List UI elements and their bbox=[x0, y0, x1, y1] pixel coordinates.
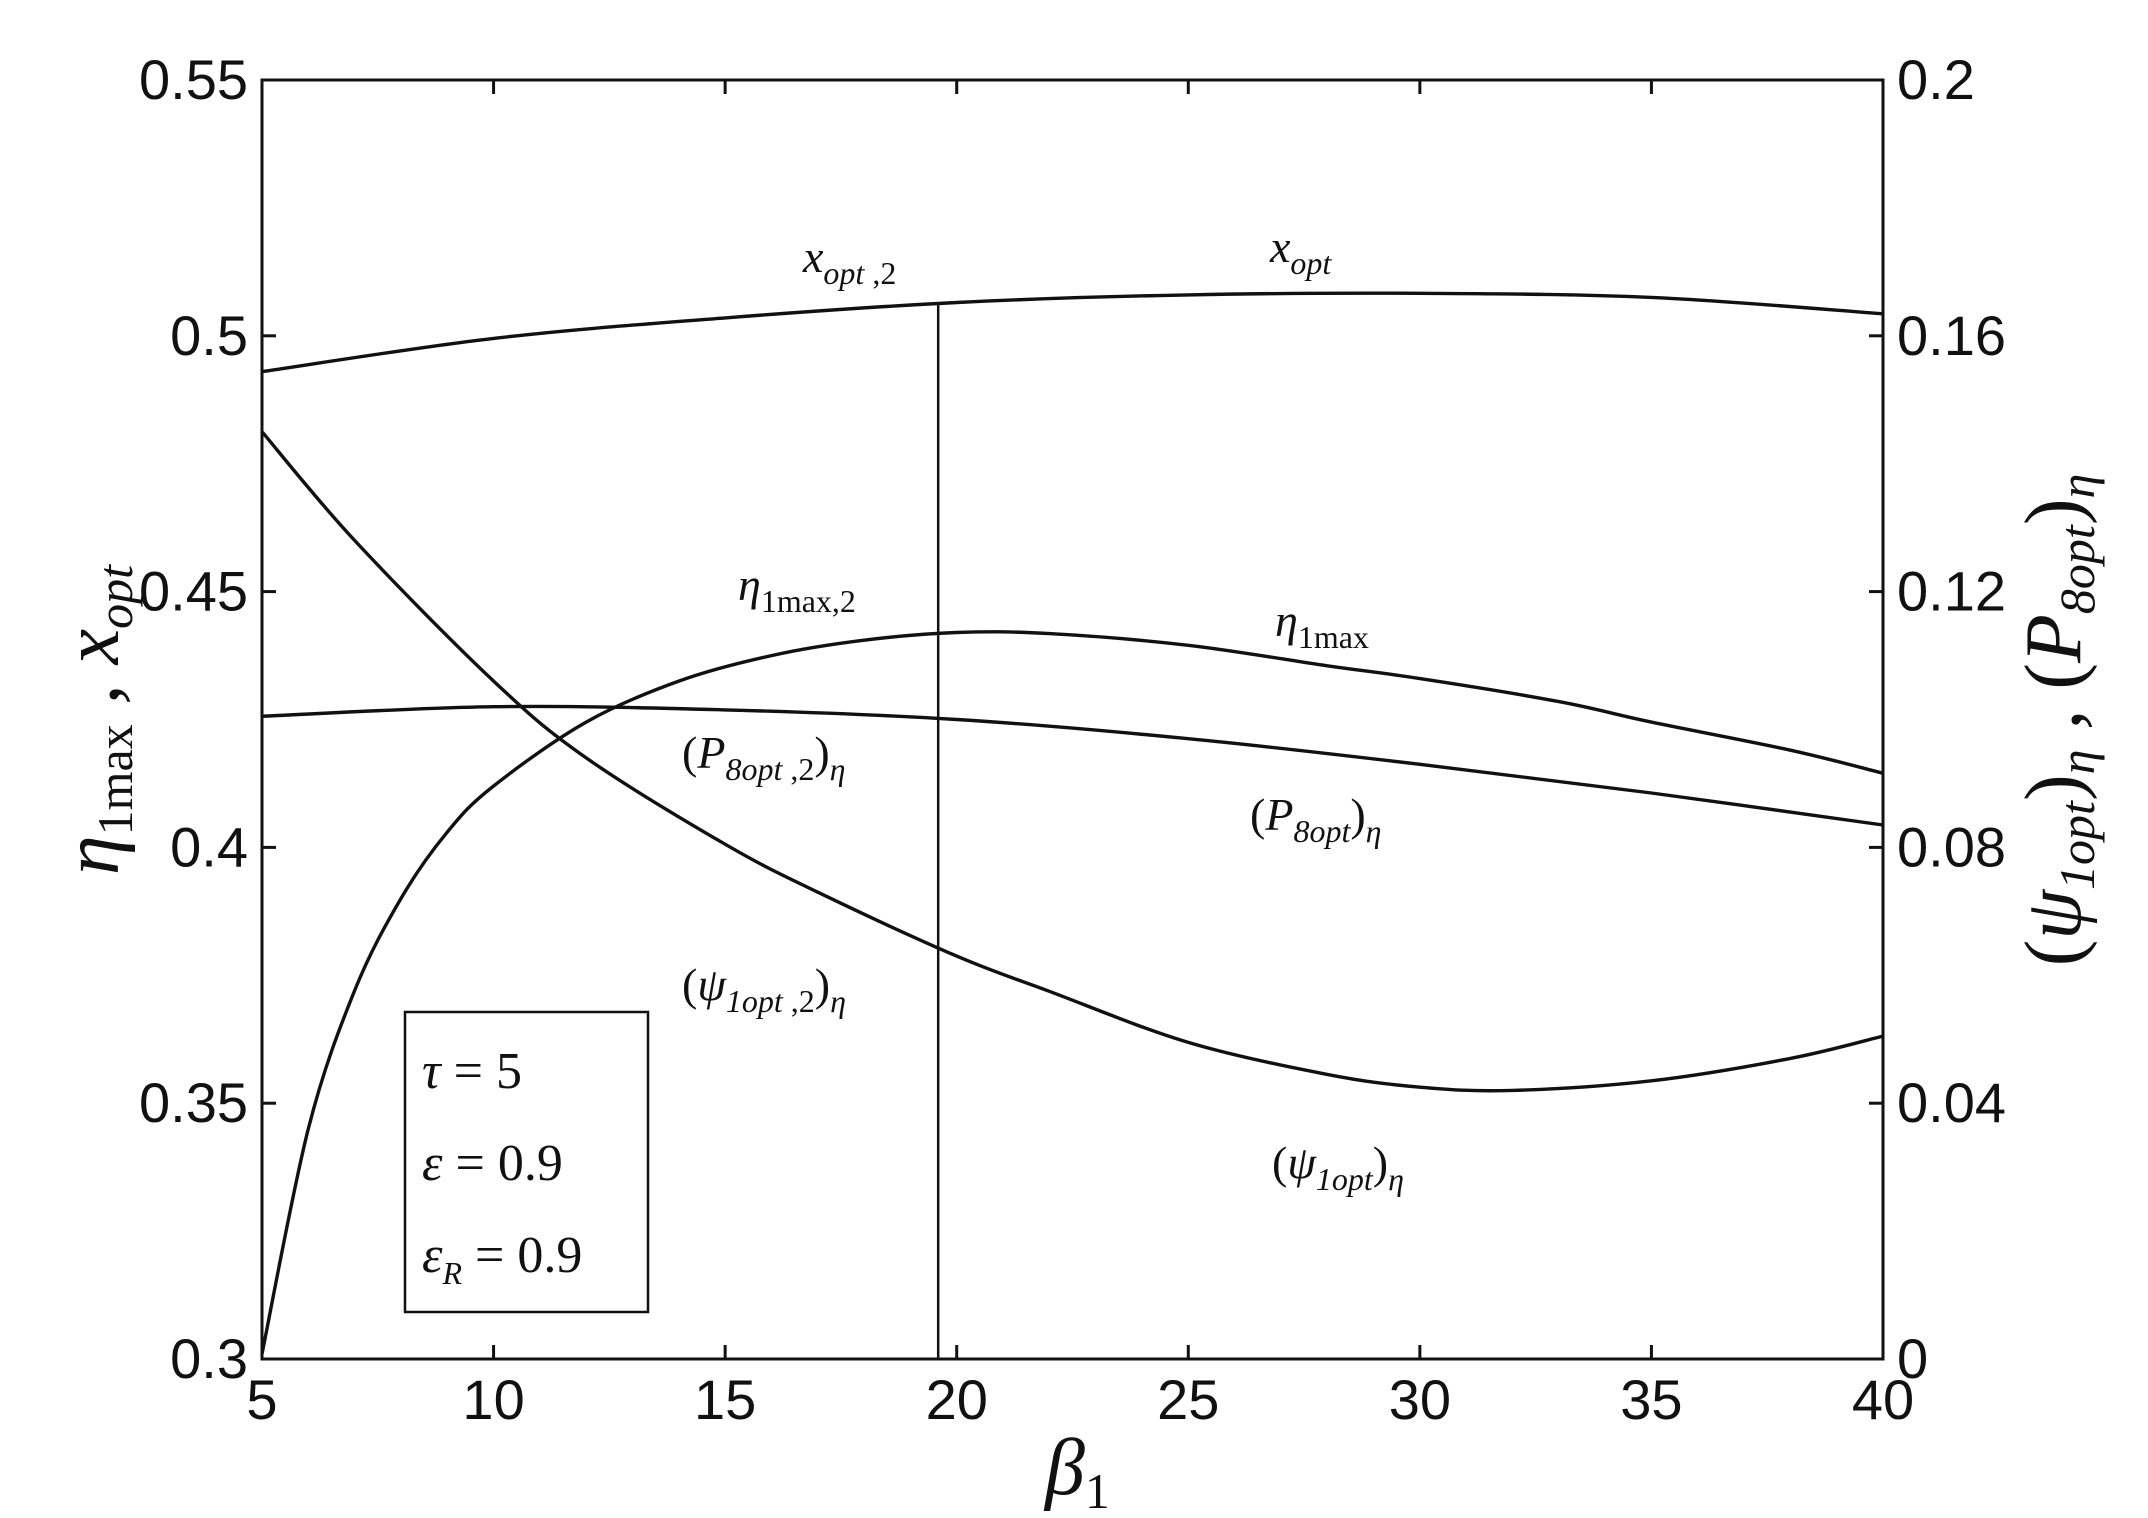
param-epsilon-r: εR = 0.9 bbox=[422, 1227, 582, 1291]
series-line-1 bbox=[260, 630, 1884, 1355]
y-right-tick-label: 0 bbox=[1897, 1327, 1928, 1390]
y-left-tick-label: 0.4 bbox=[170, 815, 248, 878]
x-axis-title: β1 bbox=[1043, 1424, 1110, 1518]
y-right-tick-label: 0.2 bbox=[1897, 48, 1975, 111]
x-tick-label: 20 bbox=[926, 1368, 988, 1431]
y-left-tick-label: 0.35 bbox=[139, 1071, 248, 1134]
series-line-0 bbox=[261, 291, 1884, 374]
tick-labels: 5 10 15 20 25 30 35 40 0.3 0.35 0.4 0.45 0.5 0.55 0 0.0… bbox=[139, 48, 2006, 1431]
x-tick-label: 25 bbox=[1157, 1368, 1219, 1431]
series-lines bbox=[260, 291, 1884, 1355]
y-right-tick-label: 0.08 bbox=[1897, 815, 2006, 878]
x-tick-label: 40 bbox=[1852, 1368, 1914, 1431]
series-line-3 bbox=[260, 430, 1884, 1093]
x-tick-label: 10 bbox=[462, 1368, 524, 1431]
x-tick-label: 5 bbox=[246, 1368, 277, 1431]
param-epsilon: ε = 0.9 bbox=[422, 1135, 563, 1192]
plot-frame bbox=[260, 78, 1885, 1361]
y-right-tick-label: 0.12 bbox=[1897, 560, 2006, 623]
y-right-tick-label: 0.04 bbox=[1897, 1071, 2006, 1134]
y-left-tick-label: 0.3 bbox=[170, 1327, 248, 1390]
y-left-tick-label: 0.55 bbox=[139, 48, 248, 111]
y-right-tick-label: 0.16 bbox=[1897, 304, 2006, 367]
x-tick-label: 35 bbox=[1620, 1368, 1682, 1431]
param-tau: τ = 5 bbox=[422, 1043, 522, 1100]
y-left-tick-label: 0.5 bbox=[170, 304, 248, 367]
y-left-tick-label: 0.45 bbox=[139, 560, 248, 623]
parameter-box bbox=[403, 1010, 650, 1314]
x-tick-label: 15 bbox=[694, 1368, 756, 1431]
x-tick-label: 30 bbox=[1389, 1368, 1451, 1431]
